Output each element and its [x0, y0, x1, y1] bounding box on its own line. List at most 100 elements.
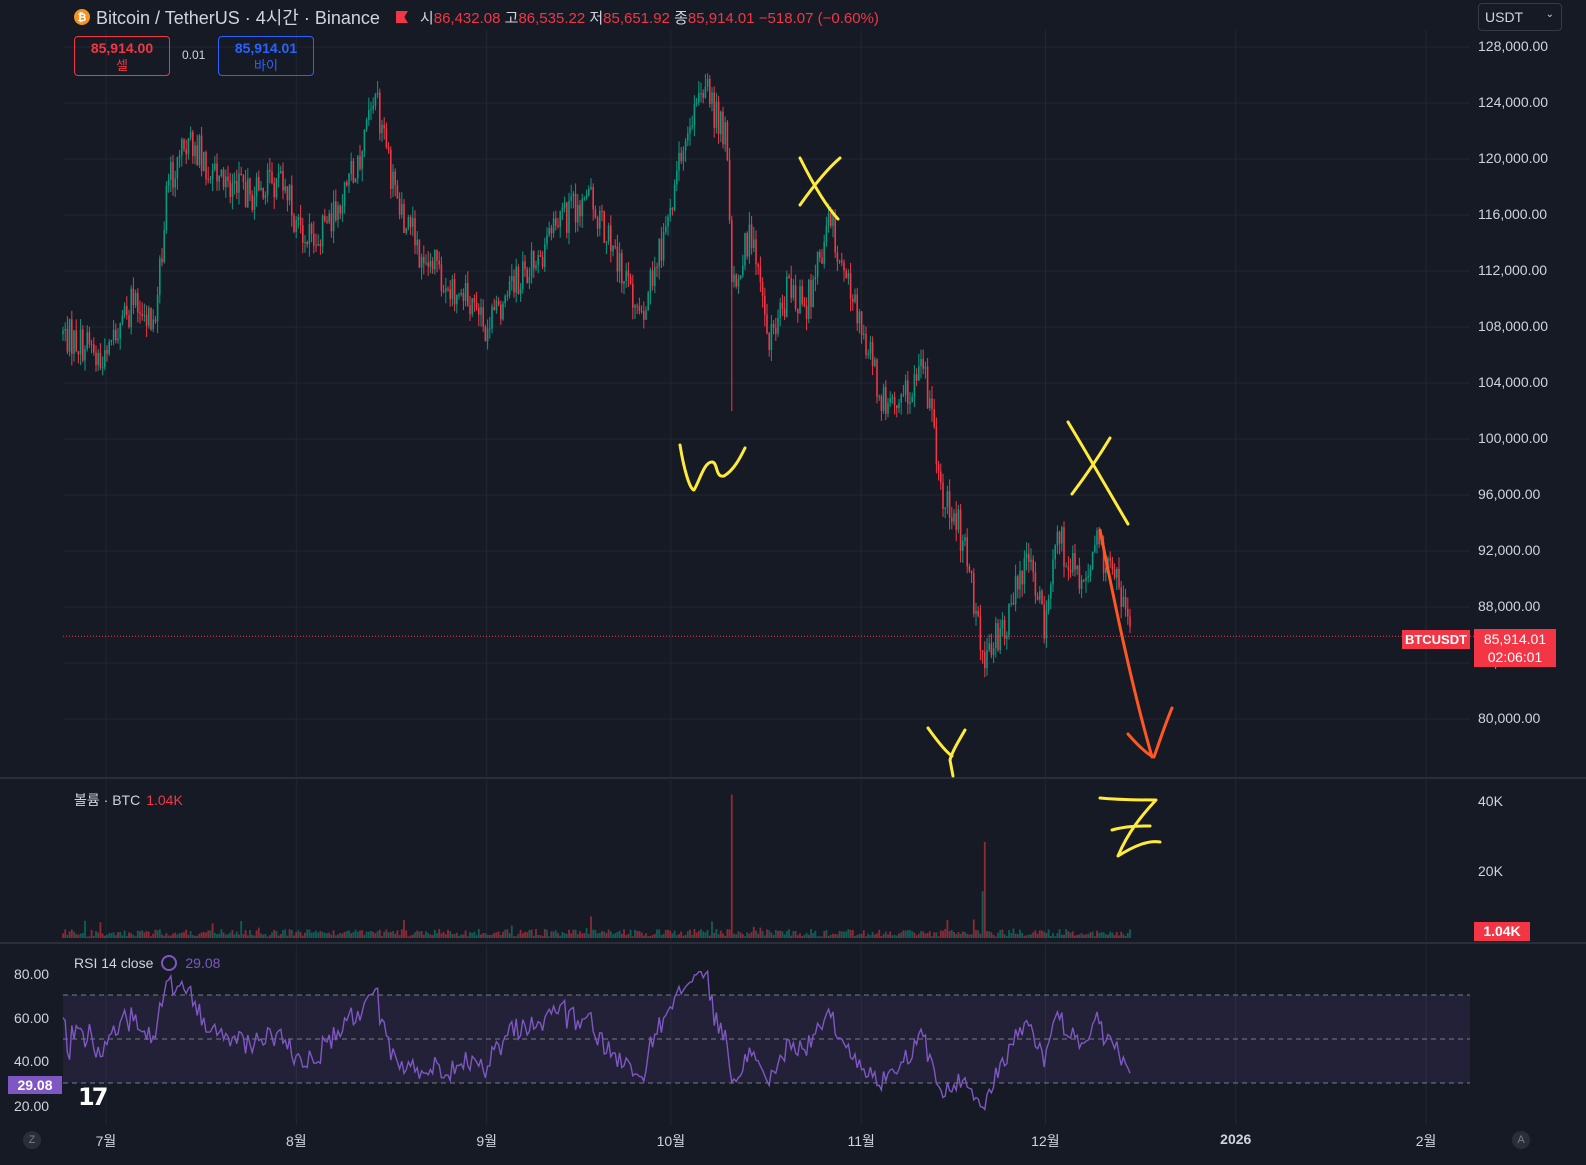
candle-body [603, 211, 605, 243]
candle [724, 116, 726, 152]
candle-body [647, 292, 649, 311]
candle-body [911, 396, 913, 403]
candle [764, 287, 766, 327]
candle-body [150, 307, 152, 330]
candle [922, 349, 924, 375]
candle-body [535, 265, 537, 269]
candle [493, 298, 495, 311]
candle-body [645, 310, 647, 320]
candle-body [491, 306, 493, 329]
candle-body [68, 319, 71, 352]
candle-body [860, 311, 863, 336]
candle-body [665, 226, 667, 233]
volume-bar [653, 933, 656, 938]
candle-body [968, 566, 971, 571]
candle [260, 181, 262, 192]
candle-body [592, 187, 594, 210]
candle-body [832, 212, 834, 227]
candle-body [130, 288, 132, 328]
volume-bar [103, 935, 106, 938]
candle-body [1089, 568, 1092, 576]
candle [823, 234, 825, 269]
candle [258, 170, 260, 192]
candle [88, 326, 91, 348]
candle-body [495, 300, 498, 311]
rsi-legend[interactable]: RSI 14 close 29.08 [74, 955, 220, 971]
candle-body [827, 212, 830, 227]
volume-bar [513, 936, 515, 938]
candle [170, 156, 172, 193]
candle [614, 239, 616, 250]
candle [491, 303, 493, 334]
volume-bar [684, 934, 687, 938]
candle [86, 325, 88, 352]
flag-icon[interactable] [395, 11, 408, 23]
candle [145, 305, 148, 337]
volume-bar [887, 934, 889, 938]
auto-scale-button[interactable]: A [1512, 1131, 1530, 1149]
candle-body [775, 327, 777, 334]
volume-bar [506, 929, 509, 938]
currency-select[interactable]: USDT ⌄ [1478, 3, 1562, 31]
volume-bar [1093, 936, 1096, 938]
volume-bar [422, 934, 425, 938]
candle-body [1056, 531, 1059, 546]
candle [291, 175, 293, 227]
candle [566, 201, 568, 239]
candle-body [416, 239, 418, 246]
candle-body [878, 396, 880, 398]
candle-body [695, 102, 698, 105]
candle [383, 117, 385, 140]
volume-bar [805, 932, 808, 938]
candle [495, 295, 498, 314]
candle-body [975, 610, 977, 614]
candle-body [522, 261, 524, 289]
candle-body [537, 255, 539, 266]
tradingview-logo[interactable]: 17 [78, 1083, 108, 1111]
volume-bar [398, 935, 401, 938]
candle-body [1069, 570, 1072, 573]
candle [975, 602, 977, 626]
volume-bar [1074, 935, 1076, 938]
volume-bar [295, 932, 298, 938]
volume-bar [561, 931, 564, 938]
candle-body [115, 329, 117, 341]
candle-body [462, 292, 465, 301]
candle-body [1105, 568, 1107, 573]
sell-button[interactable]: 85,914.00 셀 [74, 36, 170, 76]
volume-bar [959, 933, 962, 938]
rsi-title: RSI 14 close [74, 955, 154, 971]
candle [1061, 525, 1063, 552]
candle [933, 398, 935, 429]
candle [396, 179, 399, 199]
volume-bar [911, 931, 914, 938]
candle [810, 273, 812, 319]
candle-body [174, 178, 176, 188]
candle-body [326, 220, 328, 223]
arrow-shaft [1098, 528, 1154, 759]
volume-bar [473, 931, 476, 938]
candle [251, 190, 253, 213]
volume-bar [77, 934, 80, 938]
symbol-title[interactable]: Bitcoin / TetherUS · 4시간 · Binance [96, 8, 380, 28]
candle [552, 211, 555, 238]
volume-bar [799, 933, 801, 938]
volume-bar [97, 932, 100, 938]
candle-body [621, 252, 623, 284]
volume-bar [268, 935, 271, 938]
candle [229, 172, 231, 204]
candle-body [451, 279, 454, 300]
volume-bar [326, 933, 328, 938]
volume-bar [834, 934, 837, 938]
candle-body [412, 218, 414, 227]
zoom-toggle-button[interactable]: Z [23, 1131, 41, 1149]
volume-legend[interactable]: 볼륨 · BTC 1.04K [74, 790, 183, 810]
volume-bar [603, 931, 606, 938]
candle [1003, 615, 1006, 646]
candle-body [1072, 553, 1074, 573]
candle [240, 166, 242, 176]
candle [944, 507, 946, 519]
buy-button[interactable]: 85,914.01 바이 [218, 36, 314, 76]
volume-bar [1036, 933, 1039, 938]
